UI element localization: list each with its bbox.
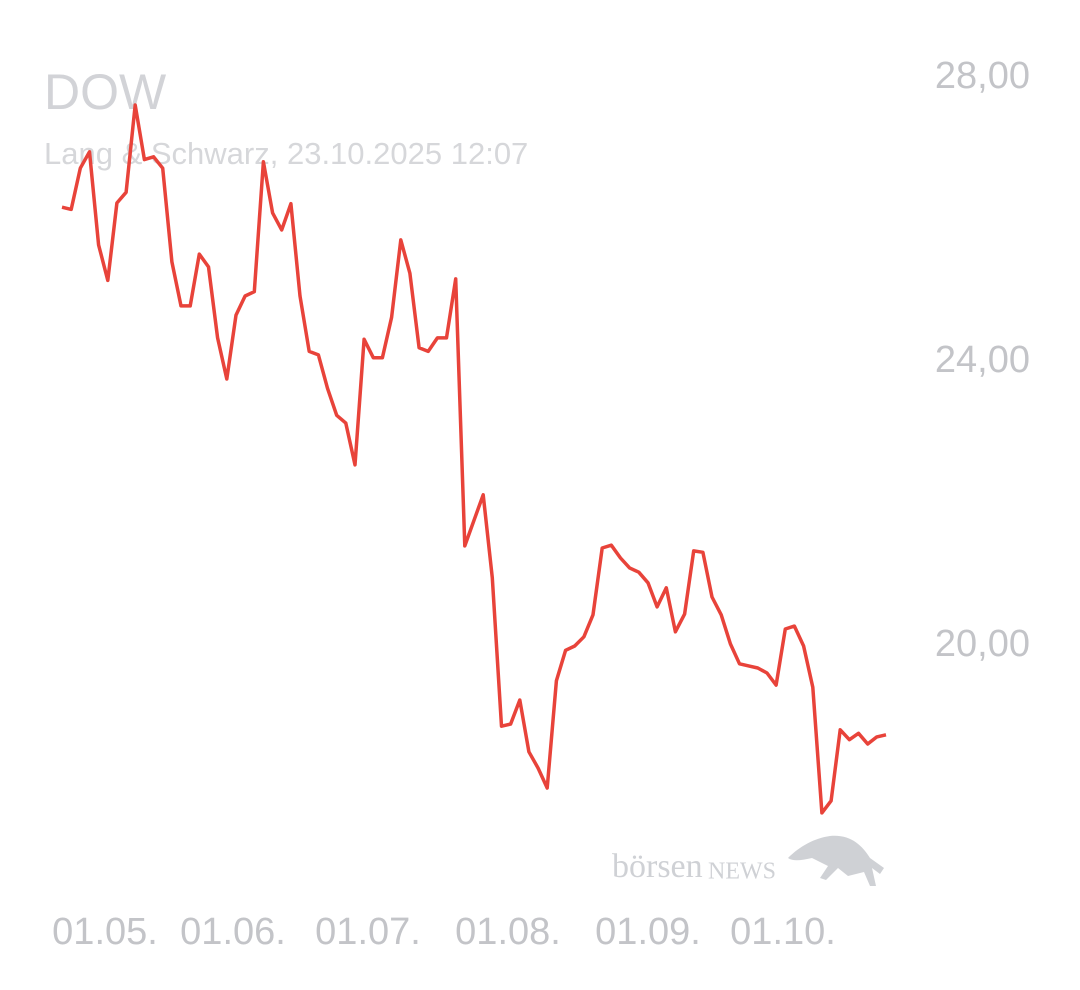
x-tick-label: 01.05.	[52, 911, 158, 953]
bull-icon	[788, 835, 884, 886]
y-tick-label: 28,00	[935, 55, 1030, 97]
y-tick-label: 20,00	[935, 623, 1030, 665]
watermark-text: NEWS	[708, 859, 776, 885]
x-tick-label: 01.10.	[730, 911, 836, 953]
chart-title: DOW	[44, 64, 167, 120]
watermark-text: börsen	[612, 848, 703, 885]
chart-subtitle: Lang & Schwarz, 23.10.2025 12:07	[44, 136, 528, 171]
x-tick-label: 01.07.	[315, 911, 421, 953]
x-tick-label: 01.09.	[595, 911, 701, 953]
x-tick-label: 01.08.	[455, 911, 561, 953]
price-line	[61, 103, 887, 815]
watermark: börsen NEWS	[612, 835, 884, 886]
x-tick-label: 01.06.	[180, 911, 286, 953]
y-tick-label: 24,00	[935, 339, 1030, 381]
